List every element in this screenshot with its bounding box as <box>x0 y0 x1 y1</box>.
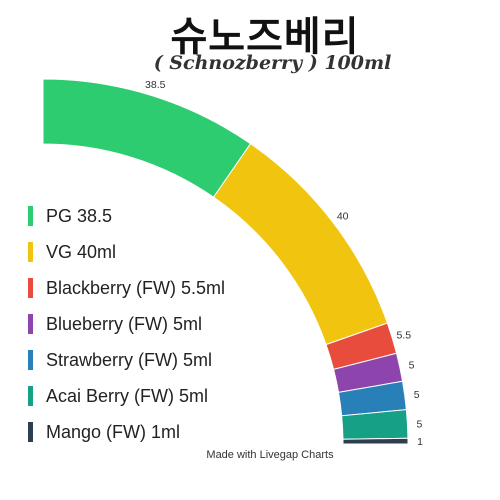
slice-mango[interactable] <box>342 437 409 445</box>
legend-swatch-mango <box>28 422 33 442</box>
value-label-pg: 38.5 <box>145 79 166 91</box>
legend-swatch-vg <box>28 242 33 262</box>
legend-label-blackberry: Blackberry (FW) 5.5ml <box>46 277 226 298</box>
value-label-blueberry: 5 <box>409 360 415 372</box>
legend-item-acai-berry[interactable]: Acai Berry (FW) 5ml <box>28 378 225 414</box>
legend-label-vg: VG 40ml <box>46 241 117 262</box>
legend-label-mango: Mango (FW) 1ml <box>46 421 181 442</box>
legend-label-pg: PG 38.5 <box>46 205 113 226</box>
legend-item-pg[interactable]: PG 38.5 <box>28 198 225 234</box>
chart-title: 슈노즈베리 <box>170 14 360 60</box>
legend-swatch-pg <box>28 206 33 226</box>
legend-swatch-strawberry <box>28 350 33 370</box>
legend: PG 38.5 VG 40ml Blackberry (FW) 5.5ml Bl… <box>28 198 225 450</box>
legend-item-blackberry[interactable]: Blackberry (FW) 5.5ml <box>28 270 225 306</box>
legend-item-vg[interactable]: VG 40ml <box>28 234 225 270</box>
legend-item-mango[interactable]: Mango (FW) 1ml <box>28 414 225 450</box>
legend-swatch-blueberry <box>28 314 33 334</box>
value-label-mango: 1 <box>417 436 423 448</box>
legend-item-strawberry[interactable]: Strawberry (FW) 5ml <box>28 342 225 378</box>
credit-text: Made with Livegap Charts <box>206 449 334 461</box>
value-label-acai-berry: 5 <box>417 418 423 430</box>
legend-label-blueberry: Blueberry (FW) 5ml <box>46 313 203 334</box>
value-label-vg: 40 <box>337 210 349 222</box>
legend-label-acai-berry: Acai Berry (FW) 5ml <box>46 385 208 406</box>
value-label-blackberry: 5.5 <box>396 330 411 342</box>
slice-vg[interactable] <box>212 143 389 346</box>
value-label-strawberry: 5 <box>414 389 420 401</box>
legend-swatch-acai-berry <box>28 386 33 406</box>
slice-pg[interactable] <box>42 78 252 198</box>
legend-item-blueberry[interactable]: Blueberry (FW) 5ml <box>28 306 225 342</box>
chart-subtitle: ( Schnozberry ) 100ml <box>153 52 392 74</box>
legend-swatch-blackberry <box>28 278 33 298</box>
legend-label-strawberry: Strawberry (FW) 5ml <box>46 349 212 370</box>
